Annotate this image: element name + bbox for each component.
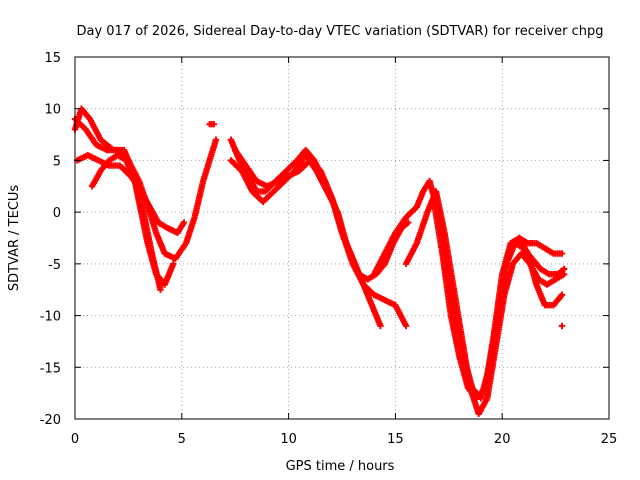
track-13-point	[558, 322, 566, 330]
track-7-point	[377, 322, 384, 330]
y-tick-label: -5	[48, 258, 61, 273]
track-11-point	[558, 291, 566, 299]
track-8-point	[402, 322, 410, 330]
x-tick-label: 20	[494, 432, 511, 447]
x-axis-label: GPS time / hours	[286, 459, 395, 474]
track-5-point	[210, 121, 218, 128]
y-tick-label: -15	[40, 361, 61, 376]
track-1-point	[212, 136, 220, 143]
y-axis-label: SDTVAR / TECUs	[7, 185, 22, 292]
x-tick-label: 5	[178, 432, 186, 447]
data-points	[71, 105, 568, 418]
y-tick-label: -10	[40, 310, 61, 325]
x-tick-label: 15	[387, 432, 404, 447]
x-tick-label: 10	[280, 432, 297, 447]
y-tick-label: 15	[44, 51, 61, 66]
grid-lines	[75, 57, 609, 419]
plot-frame	[74, 56, 610, 420]
chart-title: Day 017 of 2026, Sidereal Day-to-day VTE…	[76, 24, 603, 39]
track-4-point	[157, 286, 164, 293]
track-6-point	[405, 219, 412, 226]
y-tick-label: 5	[53, 154, 61, 169]
y-tick-label: -20	[40, 413, 61, 428]
x-tick-label: 25	[601, 432, 618, 447]
y-tick-label: 10	[44, 103, 61, 118]
track-3-point	[180, 219, 188, 226]
track-12-point	[558, 250, 566, 257]
y-tick-label: 0	[53, 206, 61, 221]
axis-ticks: 0 5 10 15 20 25 -20 -15 -10 -5 0 5 10 15	[40, 51, 618, 447]
x-tick-label: 0	[71, 432, 79, 447]
track-10-point	[560, 271, 568, 278]
track-2-point	[170, 260, 177, 268]
